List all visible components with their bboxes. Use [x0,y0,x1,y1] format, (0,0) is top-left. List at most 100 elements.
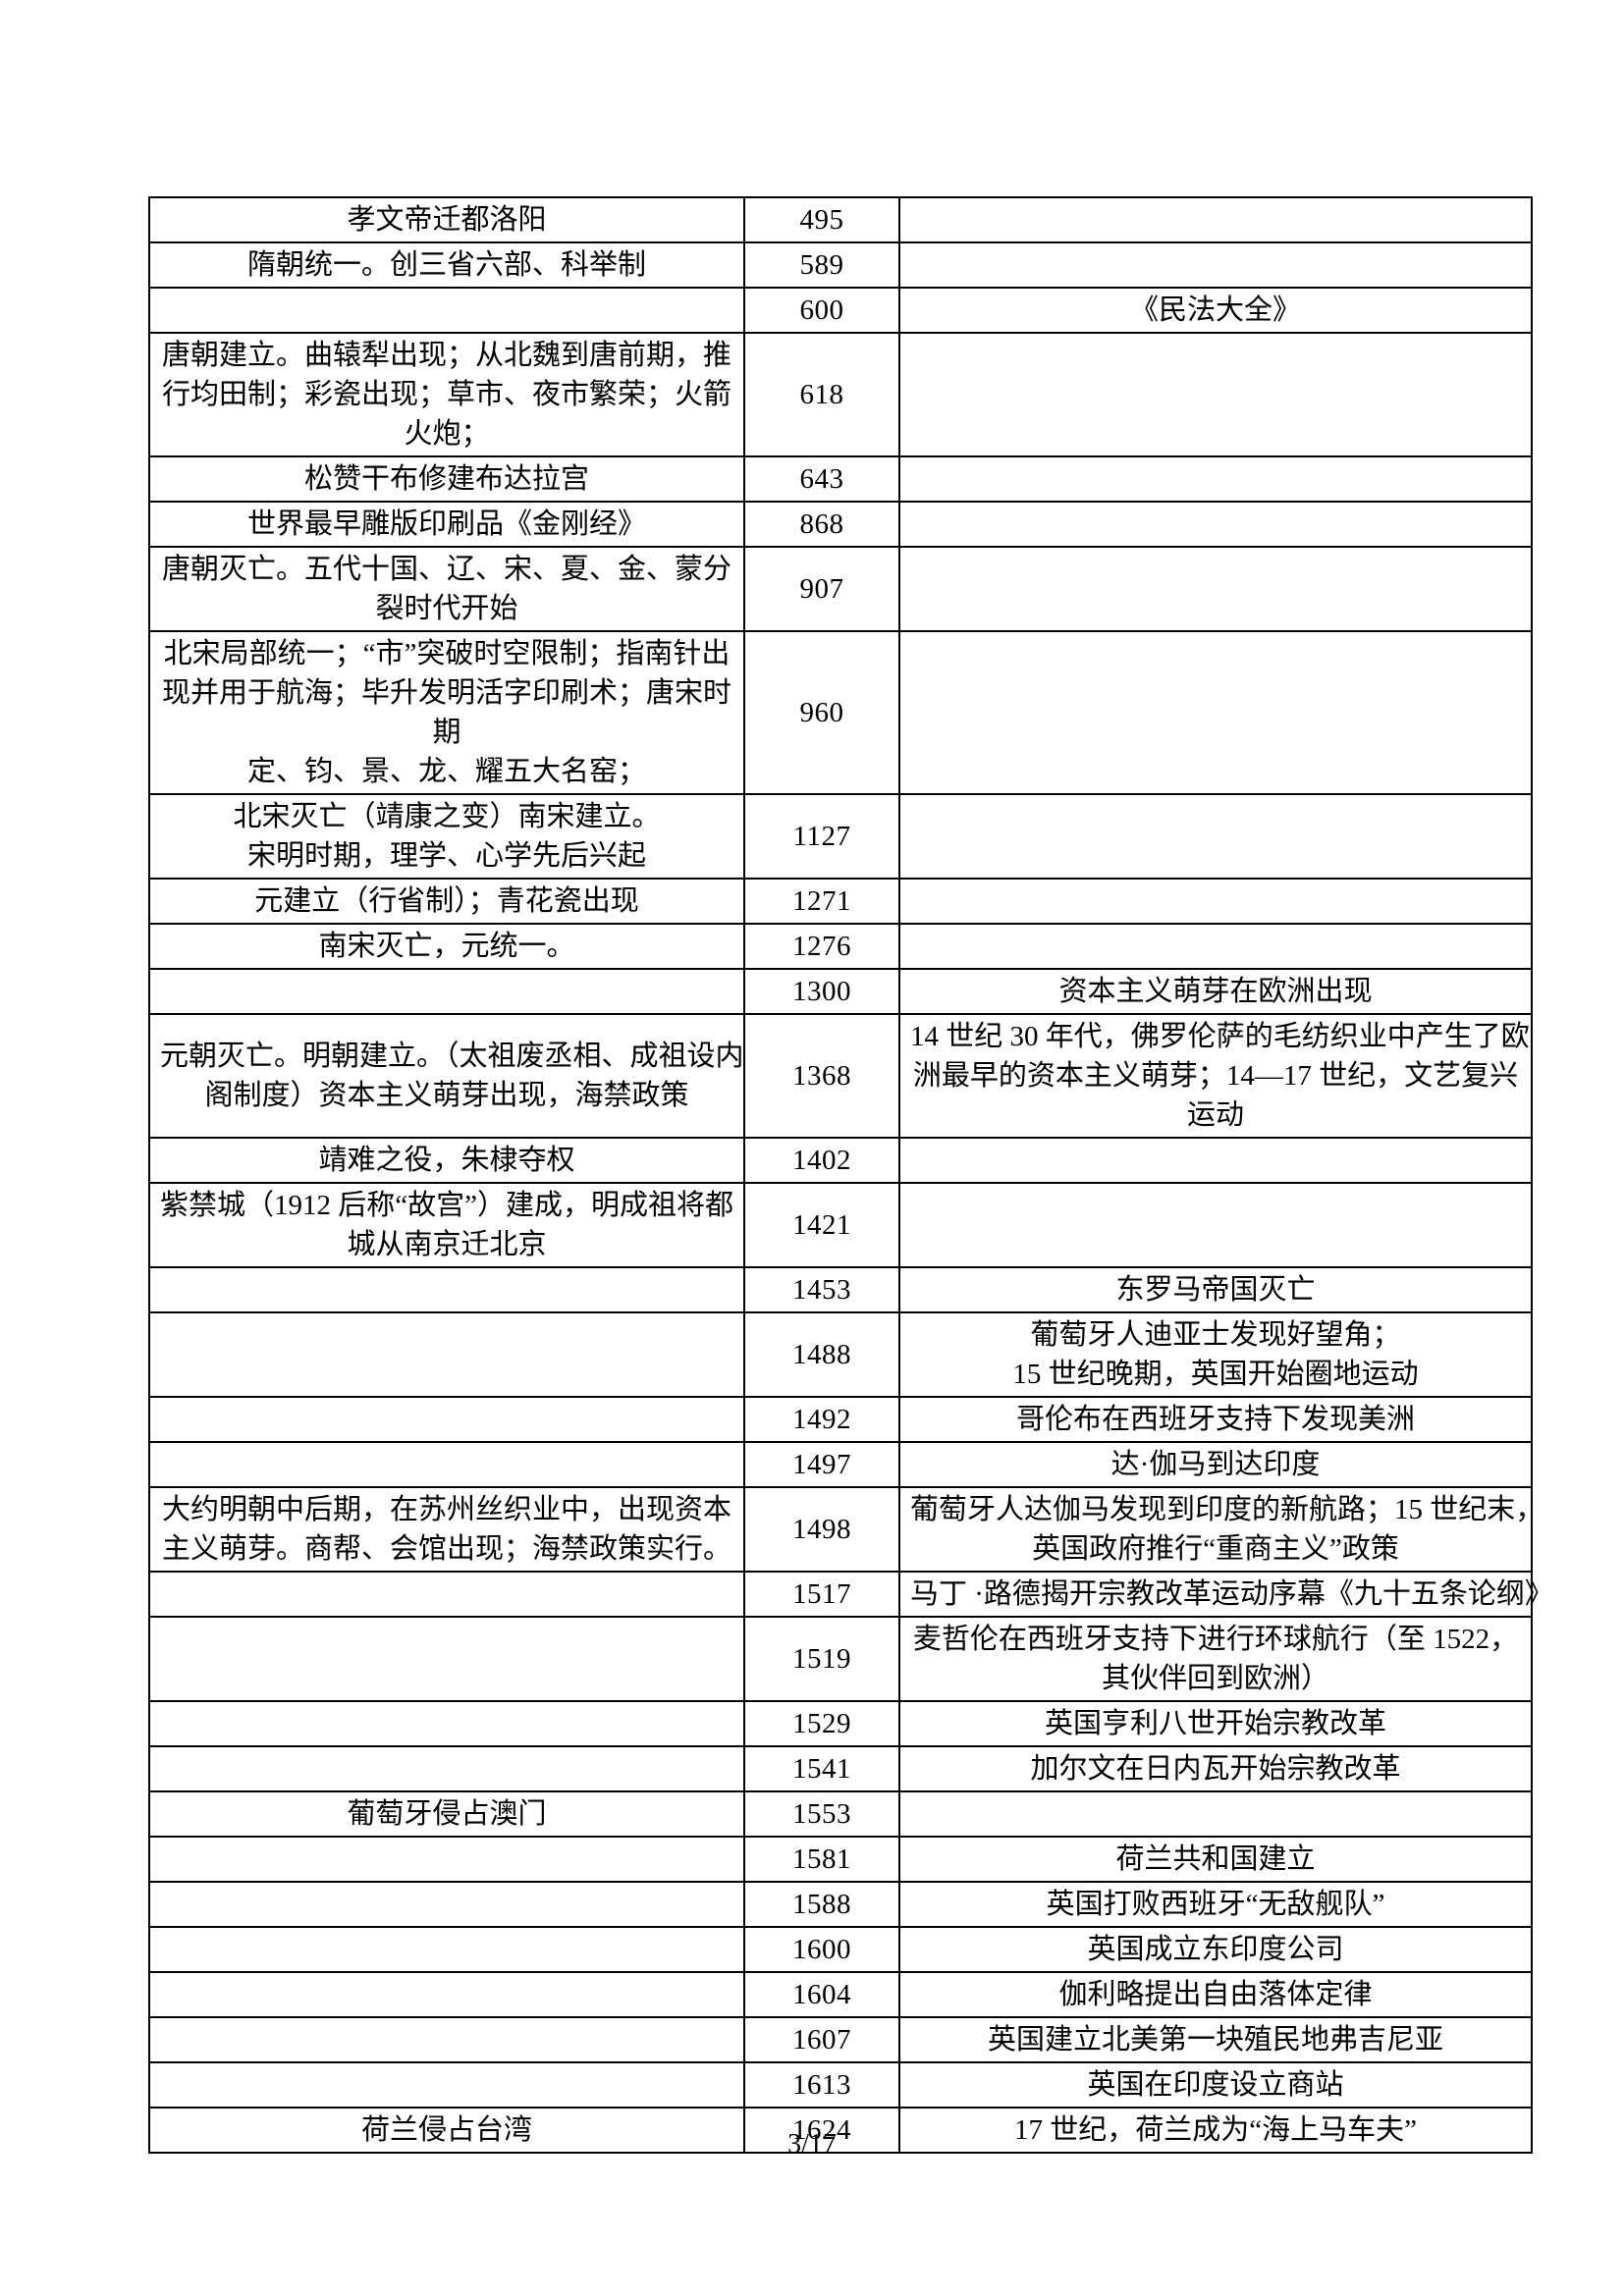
cell-text-line: 洲最早的资本主义萌芽；14—17 世纪，文艺复兴 [912,1060,1519,1092]
world-event-cell [898,1182,1533,1268]
year-cell: 618 [743,332,900,457]
year-cell: 1300 [743,968,900,1015]
year-cell: 1600 [743,1926,900,1973]
cell-text-line: 大约明朝中后期，在苏州丝织业中，出现资本 [161,1494,731,1525]
cell-text-line: 1604 [792,1979,851,2010]
world-event-cell: 《民法大全》 [898,287,1533,334]
world-event-cell [898,455,1533,503]
cell-text-line: 定、钧、景、龙、耀五大名窑； [246,756,646,787]
year-cell: 1607 [743,2016,900,2063]
world-event-cell: 14 世纪 30 年代，佛罗伦萨的毛纺织业中产生了欧 洲最早的资本主义萌芽；14—… [898,1013,1533,1139]
china-event-cell: 松赞干布修建布达拉宫 [148,455,745,503]
world-event-cell: 17 世纪，荷兰成为“海上马车夫” [898,2107,1533,2154]
table-row: 南宋灭亡，元统一。 1276 [148,923,1533,970]
table-row: 1519 麦哲伦在西班牙支持下进行环球航行（至 1522， 其伙伴回到欧洲） [148,1616,1533,1702]
table-row: 1613 英国在印度设立商站 [148,2061,1533,2109]
table-row: 葡萄牙侵占澳门 1553 [148,1790,1533,1838]
cell-text-line: 英国在印度设立商站 [1087,2069,1344,2101]
cell-text-line: 1529 [792,1708,851,1739]
year-cell: 600 [743,287,900,334]
cell-text-line: 运动 [1186,1099,1244,1131]
cell-text-line: 主义萌芽。商帮、会馆出现；海禁政策实行。 [161,1533,731,1565]
year-cell: 907 [743,546,900,632]
cell-text-line: 葡萄牙侵占澳门 [347,1798,547,1830]
cell-text-line: 荷兰侵占台湾 [360,2114,532,2146]
cell-text-line: 1588 [792,1889,851,1920]
china-event-cell [148,287,745,334]
year-cell: 1421 [743,1182,900,1268]
cell-text-line: 907 [799,573,844,605]
china-event-cell [148,2061,745,2109]
table-row: 1517 马丁 ·路德揭开宗教改革运动序幕《九十五条论纲》 [148,1571,1553,1618]
cell-text-line: 600 [799,294,844,326]
world-event-cell: 伽利略提出自由落体定律 [898,1971,1533,2018]
cell-text-line: 马丁 ·路德揭开宗教改革运动序幕《九十五条论纲》 [910,1578,1553,1610]
cell-text-line: 1517 [792,1578,851,1610]
china-event-cell: 元朝灭亡。明朝建立。（太祖废丞相、成祖设内 阁制度）资本主义萌芽出现，海禁政策 [148,1013,745,1139]
china-event-cell: 荷兰侵占台湾 [148,2107,745,2154]
world-event-cell: 英国在印度设立商站 [898,2061,1533,2109]
cell-text-line: 唐朝建立。曲辕犁出现；从北魏到唐前期，推 [161,340,731,371]
world-event-cell: 哥伦布在西班牙支持下发现美洲 [898,1396,1533,1443]
china-event-cell [148,1441,745,1488]
world-event-cell [898,1137,1533,1184]
table-row: 600 《民法大全》 [148,287,1533,334]
cell-text-line: 现并用于航海；毕升发明活字印刷术；唐宋时 [161,677,731,709]
china-event-cell [148,1836,745,1883]
table-row: 1492 哥伦布在西班牙支持下发现美洲 [148,1396,1533,1443]
cell-text-line: 哥伦布在西班牙支持下发现美洲 [1015,1404,1415,1435]
table-row: 孝文帝迁都洛阳 495 [148,196,1533,243]
table-row: 1300 资本主义萌芽在欧洲出现 [148,968,1533,1015]
china-event-cell: 孝文帝迁都洛阳 [148,196,745,243]
year-cell: 1604 [743,1971,900,2018]
world-event-cell [898,630,1533,795]
cell-text-line: 589 [799,249,844,281]
table-row: 1588 英国打败西班牙“无敌舰队” [148,1881,1533,1928]
cell-text-line: 1488 [792,1339,851,1370]
cell-text-line: 15 世纪晚期，英国开始圈地运动 [1012,1359,1419,1390]
cell-text-line: 1624 [792,2114,851,2146]
world-event-cell [898,878,1533,925]
year-cell: 1276 [743,923,900,970]
table-row: 世界最早雕版印刷品《金刚经》 868 [148,501,1533,548]
year-cell: 1519 [743,1616,900,1702]
table-row: 1607 英国建立北美第一块殖民地弗吉尼亚 [148,2016,1533,2063]
cell-text-line: 1300 [792,976,851,1007]
china-event-cell: 唐朝灭亡。五代十国、辽、宋、夏、金、蒙分 裂时代开始 [148,546,745,632]
year-cell: 868 [743,501,900,548]
world-event-cell [898,501,1533,548]
cell-text-line: 1453 [792,1274,851,1306]
table-row: 1581 荷兰共和国建立 [148,1836,1533,1883]
year-cell: 1402 [743,1137,900,1184]
table-row: 1529 英国亨利八世开始宗教改革 [148,1700,1533,1747]
table-row: 1488 葡萄牙人迪亚士发现好望角； 15 世纪晚期，英国开始圈地运动 [148,1311,1533,1398]
world-event-cell: 资本主义萌芽在欧洲出现 [898,968,1533,1015]
cell-text-line: 宋明时期，理学、心学先后兴起 [246,840,646,872]
table-row: 1497 达·伽马到达印度 [148,1441,1533,1488]
year-cell: 1517 [743,1571,900,1618]
cell-text-line: 17 世纪，荷兰成为“海上马车夫” [1014,2114,1417,2146]
world-event-cell [898,546,1533,632]
cell-text-line: 14 世纪 30 年代，佛罗伦萨的毛纺织业中产生了欧 [910,1021,1530,1052]
year-cell: 495 [743,196,900,243]
china-event-cell: 靖难之役，朱棣夺权 [148,1137,745,1184]
year-cell: 1271 [743,878,900,925]
cell-text-line: 1600 [792,1934,851,1965]
cell-text-line: 英国成立东印度公司 [1087,1934,1344,1965]
china-event-cell: 隋朝统一。创三省六部、科举制 [148,241,745,289]
table-row: 松赞干布修建布达拉宫 643 [148,455,1533,503]
world-event-cell: 东罗马帝国灭亡 [898,1266,1533,1313]
cell-text-line: 英国亨利八世开始宗教改革 [1044,1708,1386,1739]
world-event-cell: 英国建立北美第一块殖民地弗吉尼亚 [898,2016,1533,2063]
china-event-cell: 紫禁城（1912 后称“故宫”）建成，明成祖将都 城从南京迁北京 [148,1182,745,1268]
world-event-cell: 加尔文在日内瓦开始宗教改革 [898,1745,1533,1792]
table-row: 1604 伽利略提出自由落体定律 [148,1971,1533,2018]
china-event-cell [148,2016,745,2063]
cell-text-line: 1553 [792,1798,851,1830]
cell-text-line: 东罗马帝国灭亡 [1115,1274,1316,1306]
year-cell: 643 [743,455,900,503]
cell-text-line: 1498 [792,1514,851,1545]
cell-text-line: 加尔文在日内瓦开始宗教改革 [1030,1753,1401,1785]
china-event-cell: 北宋局部统一；“市”突破时空限制；指南针出 现并用于航海；毕升发明活字印刷术；唐宋… [148,630,745,795]
